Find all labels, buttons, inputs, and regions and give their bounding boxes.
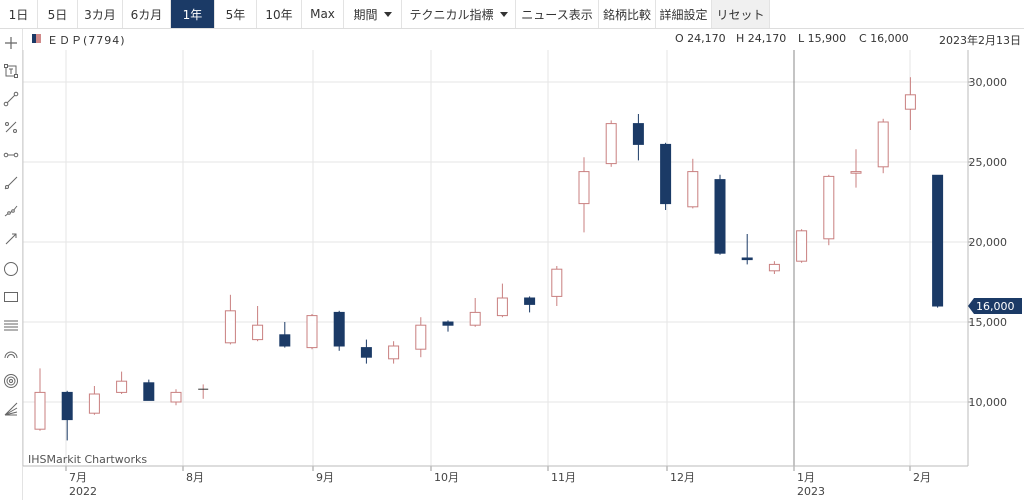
candle-body <box>933 175 943 306</box>
last-price-label: 16,000 <box>976 300 1015 313</box>
y-tick-label: 10,000 <box>969 396 1008 409</box>
axes <box>23 50 972 471</box>
candle <box>824 175 834 245</box>
candle <box>933 175 943 307</box>
candle-body <box>525 298 535 304</box>
candle-body <box>117 381 127 392</box>
candle <box>633 114 643 160</box>
candle <box>851 149 861 187</box>
candles <box>35 77 943 440</box>
candle <box>117 372 127 394</box>
candle-body <box>633 124 643 145</box>
candle-body <box>715 180 725 254</box>
candle <box>579 157 589 232</box>
candle-body <box>579 172 589 204</box>
y-tick-label: 20,000 <box>969 236 1008 249</box>
candle-body <box>443 322 453 325</box>
candle-body <box>361 348 371 358</box>
candle <box>443 320 453 331</box>
candle-body <box>171 392 181 402</box>
candle <box>361 340 371 364</box>
candle <box>334 311 344 351</box>
candle-body <box>905 95 915 109</box>
candle-body <box>416 325 426 349</box>
candle <box>497 284 507 318</box>
y-tick-label: 25,000 <box>969 156 1008 169</box>
candle <box>144 380 154 401</box>
candle-body <box>742 258 752 260</box>
candle-body <box>824 176 834 238</box>
y-tick-label: 30,000 <box>969 76 1008 89</box>
x-tick-label: 1月 <box>797 471 815 484</box>
x-tick-label: 11月 <box>551 471 576 484</box>
candle <box>769 261 779 274</box>
candle-body <box>144 383 154 401</box>
candle <box>416 317 426 357</box>
candle <box>606 120 616 166</box>
candle <box>552 266 562 306</box>
candle-body <box>661 144 671 203</box>
candle <box>225 295 235 345</box>
candle-body <box>35 392 45 429</box>
candle <box>661 143 671 210</box>
x-tick-label: 8月 <box>186 471 204 484</box>
candle-body <box>389 346 399 359</box>
year-label: 2022 <box>69 485 97 498</box>
grid-lines <box>23 50 968 466</box>
candle-body <box>552 269 562 296</box>
candle-body <box>89 394 99 413</box>
candle <box>171 389 181 405</box>
candle <box>715 175 725 255</box>
candle-body <box>307 316 317 348</box>
candle-body <box>606 124 616 164</box>
candle <box>253 306 263 341</box>
candle <box>280 322 290 348</box>
candle <box>35 368 45 430</box>
candle-body <box>878 122 888 167</box>
candle <box>389 341 399 363</box>
candle <box>742 234 752 264</box>
x-tick-label: 12月 <box>670 471 695 484</box>
candle <box>797 229 807 263</box>
candle <box>525 296 535 312</box>
y-tick-label: 15,000 <box>969 316 1008 329</box>
x-tick-label: 7月 <box>69 471 87 484</box>
chart-credit: IHSMarkit Chartworks <box>28 453 147 466</box>
candle <box>198 384 208 398</box>
candle <box>905 77 915 130</box>
candle <box>62 391 72 441</box>
candle-body <box>769 264 779 270</box>
candle <box>688 159 698 209</box>
candle <box>89 386 99 415</box>
x-tick-label: 2月 <box>913 471 931 484</box>
candle-body <box>470 312 480 325</box>
candle-body <box>497 298 507 316</box>
x-tick-label: 9月 <box>316 471 334 484</box>
candle <box>878 119 888 173</box>
candle <box>470 298 480 327</box>
candle-body <box>62 392 72 419</box>
candle-body <box>253 325 263 339</box>
year-label: 2023 <box>797 485 825 498</box>
candle-body <box>688 172 698 207</box>
candle <box>307 314 317 349</box>
candle-body <box>280 335 290 346</box>
candle-body <box>851 172 861 174</box>
candle-body <box>334 312 344 346</box>
candle-body <box>797 231 807 261</box>
candle-body <box>225 311 235 343</box>
x-tick-label: 10月 <box>434 471 459 484</box>
